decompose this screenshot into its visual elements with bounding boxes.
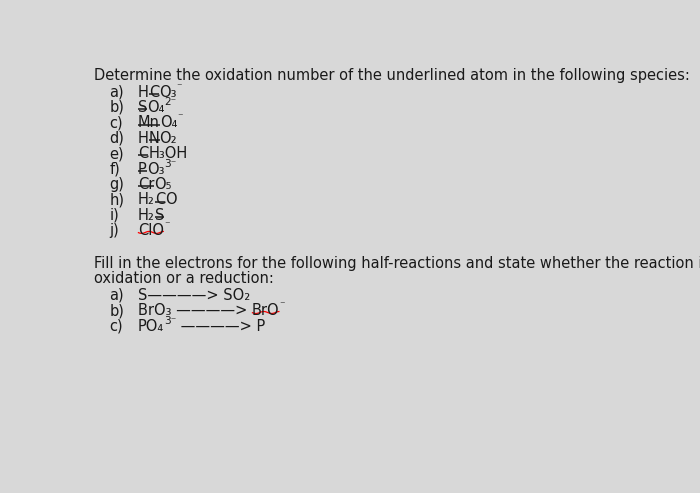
Text: S: S (138, 100, 147, 115)
Text: ⁻: ⁻ (279, 301, 285, 311)
Text: b): b) (109, 100, 124, 115)
Text: BrO: BrO (252, 303, 279, 318)
Text: H: H (138, 85, 148, 100)
Text: 3⁻: 3⁻ (164, 159, 176, 169)
Text: b): b) (109, 303, 124, 318)
Text: d): d) (109, 131, 124, 146)
Text: Cr: Cr (138, 177, 154, 192)
Text: O₄: O₄ (147, 100, 164, 115)
Text: ⁻: ⁻ (164, 220, 169, 230)
Text: H: H (138, 131, 148, 146)
Text: C: C (148, 85, 159, 100)
Text: N: N (148, 131, 160, 146)
Text: c): c) (109, 318, 122, 334)
Text: BrO₃ ————>: BrO₃ ————> (138, 303, 252, 318)
Text: 3⁻: 3⁻ (164, 316, 176, 326)
Text: O: O (165, 192, 176, 208)
Text: H₃OH: H₃OH (148, 146, 188, 161)
Text: a): a) (109, 288, 124, 303)
Text: O₄: O₄ (160, 115, 177, 130)
Text: O₅: O₅ (154, 177, 172, 192)
Text: Mn: Mn (138, 115, 160, 130)
Text: h): h) (109, 192, 124, 208)
Text: O₂: O₂ (160, 131, 177, 146)
Text: C: C (138, 146, 148, 161)
Text: C: C (155, 192, 165, 208)
Text: e): e) (109, 146, 124, 161)
Text: a): a) (109, 85, 124, 100)
Text: ClO: ClO (138, 223, 164, 238)
Text: ⁻: ⁻ (176, 82, 182, 92)
Text: H₂: H₂ (138, 192, 155, 208)
Text: oxidation or a reduction:: oxidation or a reduction: (94, 271, 274, 286)
Text: ⁻: ⁻ (177, 113, 183, 123)
Text: S————> SO₂: S————> SO₂ (138, 288, 250, 303)
Text: Determine the oxidation number of the underlined atom in the following species:: Determine the oxidation number of the un… (94, 69, 690, 83)
Text: S: S (155, 208, 164, 223)
Text: g): g) (109, 177, 124, 192)
Text: 2⁻: 2⁻ (164, 97, 176, 107)
Text: ————> P: ————> P (176, 318, 265, 334)
Text: c): c) (109, 115, 122, 130)
Text: PO₄: PO₄ (138, 318, 164, 334)
Text: O₃: O₃ (159, 85, 176, 100)
Text: P: P (138, 162, 146, 176)
Text: H₂: H₂ (138, 208, 155, 223)
Text: Fill in the electrons for the following half-reactions and state whether the rea: Fill in the electrons for the following … (94, 255, 700, 271)
Text: O₃: O₃ (146, 162, 164, 176)
Text: j): j) (109, 223, 119, 238)
Text: f): f) (109, 162, 120, 176)
Text: i): i) (109, 208, 119, 223)
